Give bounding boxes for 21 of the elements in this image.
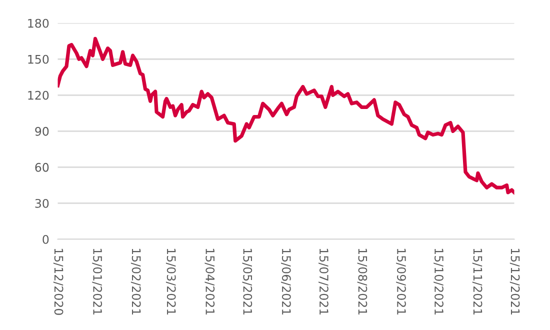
y-tick-label: 180: [28, 18, 49, 28]
x-tick-label: 15/11/2021: [472, 248, 482, 315]
x-tick-label: 15/04/2021: [204, 248, 215, 315]
x-tick-label: 15/09/2021: [396, 248, 406, 315]
y-tick-label: 30: [35, 198, 49, 208]
y-tick-label: 120: [28, 90, 49, 100]
y-tick-label: 60: [35, 162, 49, 172]
x-tick-label: 15/01/2021: [92, 248, 102, 315]
x-tick-label: 15/02/2021: [130, 248, 141, 315]
x-tick-label: 15/12/2020: [53, 248, 64, 315]
line-series: [58, 36, 514, 194]
x-tick-label: 15/10/2021: [434, 248, 444, 315]
y-tick-label: 150: [28, 54, 49, 64]
x-tick-label: 15/06/2021: [281, 248, 291, 315]
x-tick-label: 15/03/2021: [166, 248, 176, 315]
y-tick-label: 90: [35, 126, 49, 136]
x-tick-label: 15/08/2021: [357, 248, 368, 315]
x-tick-label: 15/12/2021: [510, 248, 520, 315]
y-tick-label: 0: [42, 234, 49, 244]
x-tick-label: 15/07/2021: [318, 248, 328, 315]
x-tick-label: 15/05/2021: [242, 248, 252, 315]
